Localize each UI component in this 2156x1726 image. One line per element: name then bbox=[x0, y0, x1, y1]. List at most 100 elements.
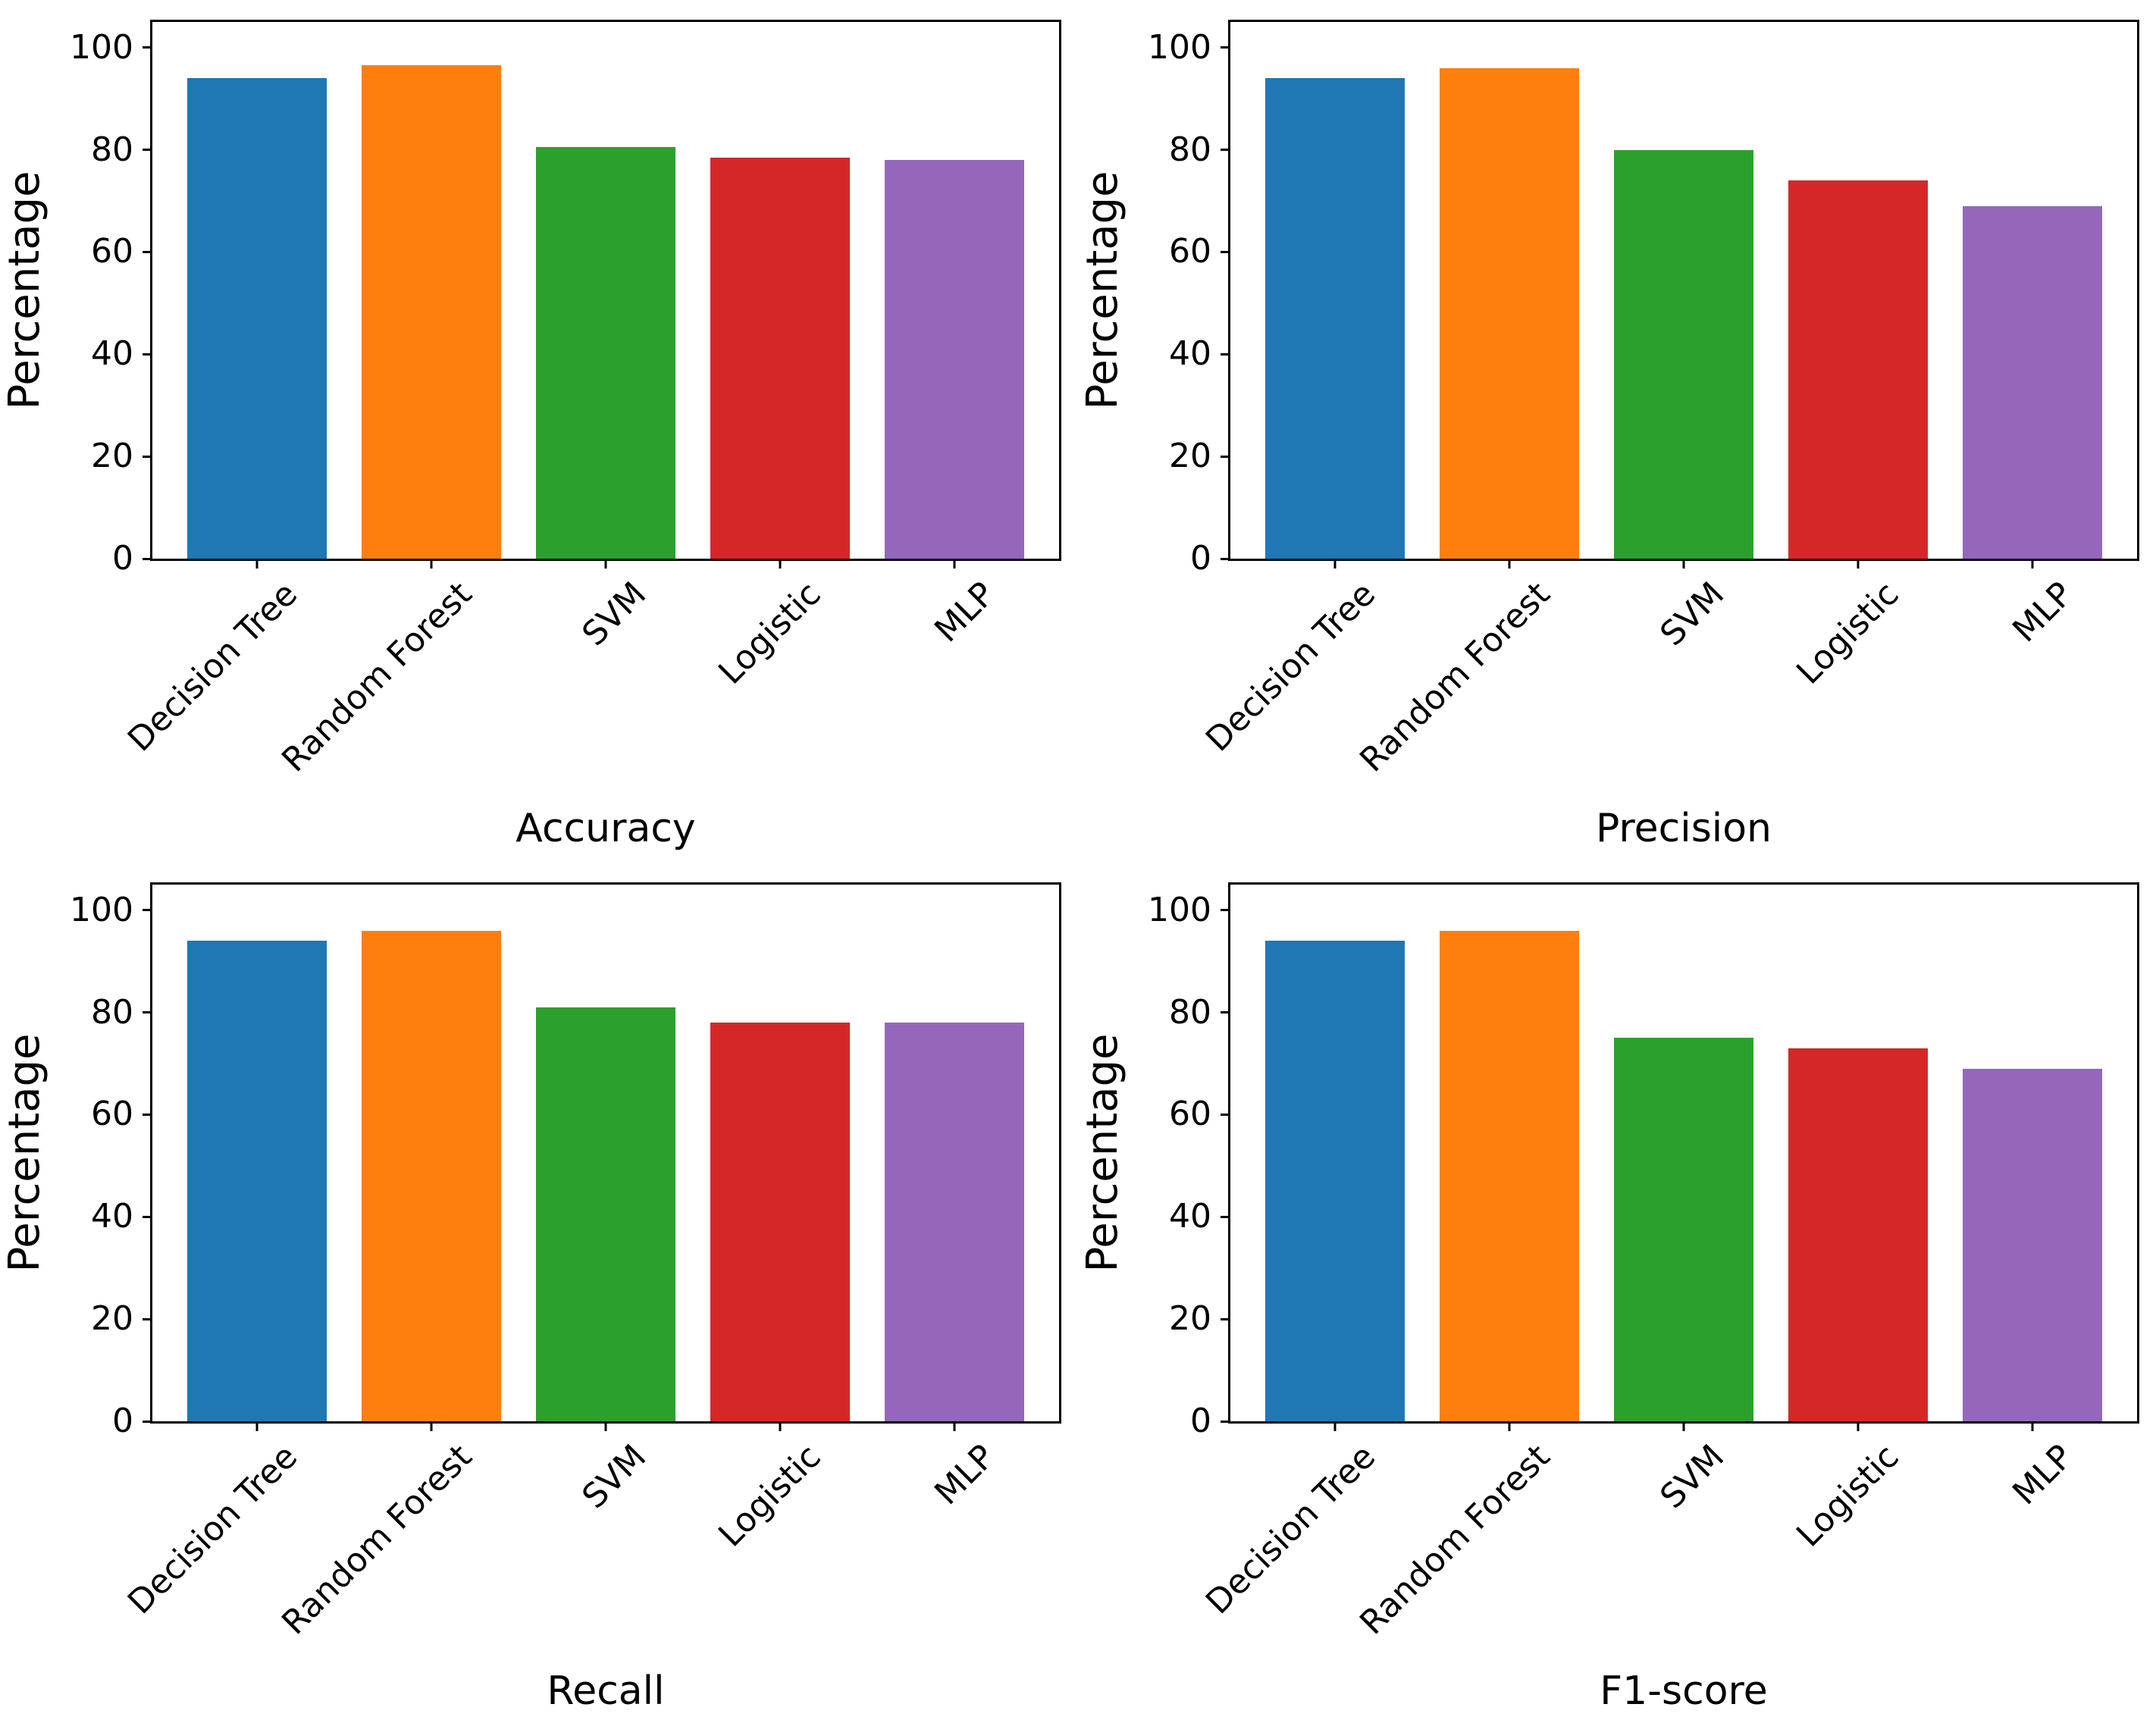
x-tick-label-decision-tree: Decision Tree bbox=[121, 1437, 306, 1622]
x-tick-mark bbox=[255, 1421, 259, 1431]
y-tick-mark bbox=[1221, 352, 1230, 356]
y-tick-20: 20 bbox=[1169, 440, 1230, 473]
y-tick-20: 20 bbox=[91, 1302, 152, 1336]
x-tick-label-logistic: Logistic bbox=[1788, 575, 1907, 692]
subplot-precision: Percentage Precision 0 20 40 60 80 100 Decisio… bbox=[1078, 0, 2156, 863]
x-tick-label-mlp: MLP bbox=[927, 575, 1003, 650]
x-tick-label-decision-tree: Decision Tree bbox=[1199, 1437, 1384, 1622]
y-tick-mark bbox=[143, 1215, 152, 1218]
y-tick-mark bbox=[1221, 1420, 1230, 1423]
x-tick-label-svm: SVM bbox=[575, 1437, 654, 1517]
x-tick-mark bbox=[1333, 559, 1337, 569]
bar-svm bbox=[536, 1007, 675, 1421]
x-tick-mark bbox=[1333, 1421, 1337, 1431]
x-tick-mark bbox=[779, 559, 782, 569]
y-tick-label: 100 bbox=[1148, 890, 1211, 929]
y-tick-label: 0 bbox=[112, 1402, 133, 1440]
y-tick-label: 60 bbox=[91, 1095, 133, 1134]
y-tick-mark bbox=[1221, 1113, 1230, 1116]
y-tick-label: 0 bbox=[112, 539, 133, 578]
y-tick-label: 80 bbox=[1169, 130, 1211, 169]
y-tick-100: 100 bbox=[70, 890, 152, 929]
bar-decision-tree bbox=[1265, 941, 1405, 1421]
y-tick-mark bbox=[143, 909, 152, 912]
x-tick-label-random-forest: Random Forest bbox=[1352, 1437, 1558, 1643]
x-tick-mark bbox=[1857, 559, 1860, 569]
x-tick-mark bbox=[604, 1421, 607, 1431]
subplot-recall: Percentage Recall 0 20 40 60 80 100 Decision T… bbox=[0, 863, 1078, 1726]
x-tick-label-random-forest: Random Forest bbox=[274, 575, 480, 780]
bar-decision-tree bbox=[1265, 78, 1405, 559]
bar-decision-tree bbox=[187, 941, 327, 1421]
y-tick-mark bbox=[143, 1113, 152, 1116]
x-tick-label-svm: SVM bbox=[1653, 575, 1732, 654]
x-tick-mark bbox=[1857, 1421, 1860, 1431]
y-tick-0: 0 bbox=[112, 542, 152, 575]
y-tick-mark bbox=[1221, 1011, 1230, 1014]
bar-logistic bbox=[1788, 180, 1928, 559]
y-tick-mark bbox=[143, 1317, 152, 1320]
y-tick-label: 40 bbox=[91, 1197, 133, 1236]
y-tick-60: 60 bbox=[91, 1098, 152, 1131]
y-tick-label: 60 bbox=[1169, 232, 1211, 271]
y-tick-40: 40 bbox=[1169, 1200, 1230, 1233]
x-tick-mark bbox=[430, 559, 433, 569]
y-tick-label: 20 bbox=[1169, 437, 1211, 476]
bar-random-forest bbox=[1440, 930, 1579, 1421]
x-tick-mark bbox=[2031, 559, 2034, 569]
y-tick-label: 20 bbox=[1169, 1299, 1211, 1339]
y-tick-mark bbox=[1221, 149, 1230, 152]
x-tick-label-mlp: MLP bbox=[2005, 575, 2081, 650]
bar-svm bbox=[1614, 149, 1753, 559]
x-tick-label-logistic: Logistic bbox=[1788, 1437, 1907, 1555]
y-tick-label: 80 bbox=[91, 130, 133, 169]
x-tick-mark bbox=[430, 1421, 433, 1431]
bar-random-forest bbox=[362, 930, 501, 1421]
y-tick-mark bbox=[143, 46, 152, 49]
y-tick-label: 20 bbox=[91, 1299, 133, 1339]
y-tick-60: 60 bbox=[1169, 1098, 1230, 1131]
subplot-accuracy: Percentage Accuracy 0 20 40 60 80 100 Decision… bbox=[0, 0, 1078, 863]
y-tick-label: 20 bbox=[91, 437, 133, 476]
y-tick-mark bbox=[143, 1011, 152, 1014]
y-tick-20: 20 bbox=[91, 440, 152, 473]
x-axis-title: F1-score bbox=[1600, 1668, 1768, 1714]
x-tick-mark bbox=[953, 1421, 956, 1431]
y-tick-0: 0 bbox=[1190, 542, 1230, 575]
bar-svm bbox=[1614, 1038, 1753, 1421]
x-tick-label-decision-tree: Decision Tree bbox=[1199, 575, 1384, 760]
x-axis-title: Recall bbox=[547, 1668, 665, 1714]
y-tick-40: 40 bbox=[91, 1200, 152, 1233]
x-tick-mark bbox=[1682, 559, 1685, 569]
y-tick-mark bbox=[143, 250, 152, 253]
y-tick-100: 100 bbox=[1148, 30, 1230, 64]
subplot-f1-score: Percentage F1-score 0 20 40 60 80 100 Decision… bbox=[1078, 863, 2156, 1726]
x-tick-mark bbox=[2031, 1421, 2034, 1431]
y-tick-mark bbox=[1221, 46, 1230, 49]
y-tick-label: 40 bbox=[1169, 334, 1211, 374]
y-tick-label: 100 bbox=[70, 27, 133, 67]
y-tick-label: 40 bbox=[91, 334, 133, 374]
y-tick-label: 100 bbox=[70, 890, 133, 929]
bar-mlp bbox=[1963, 205, 2102, 559]
plot-area-precision: Percentage Precision 0 20 40 60 80 100 Decisio… bbox=[1078, 20, 2139, 848]
y-tick-0: 0 bbox=[112, 1405, 152, 1438]
x-tick-label-logistic: Logistic bbox=[710, 575, 829, 692]
plot-area-recall: Percentage Recall 0 20 40 60 80 100 Decision T… bbox=[0, 882, 1061, 1711]
y-axis-label: Percentage bbox=[1078, 171, 1127, 410]
bar-svm bbox=[536, 147, 675, 559]
y-axis-label: Percentage bbox=[0, 171, 49, 410]
y-tick-60: 60 bbox=[1169, 235, 1230, 268]
y-tick-mark bbox=[143, 149, 152, 152]
y-tick-80: 80 bbox=[1169, 133, 1230, 167]
y-tick-mark bbox=[1221, 1317, 1230, 1320]
x-tick-mark bbox=[604, 559, 607, 569]
x-tick-label-random-forest: Random Forest bbox=[274, 1437, 480, 1643]
bar-logistic bbox=[710, 1023, 850, 1421]
bar-logistic bbox=[1788, 1048, 1928, 1421]
y-tick-60: 60 bbox=[91, 235, 152, 268]
y-tick-20: 20 bbox=[1169, 1302, 1230, 1336]
y-tick-label: 60 bbox=[91, 232, 133, 271]
plot-area-f1-score: Percentage F1-score 0 20 40 60 80 100 Decision… bbox=[1078, 882, 2139, 1711]
y-tick-40: 40 bbox=[1169, 337, 1230, 371]
